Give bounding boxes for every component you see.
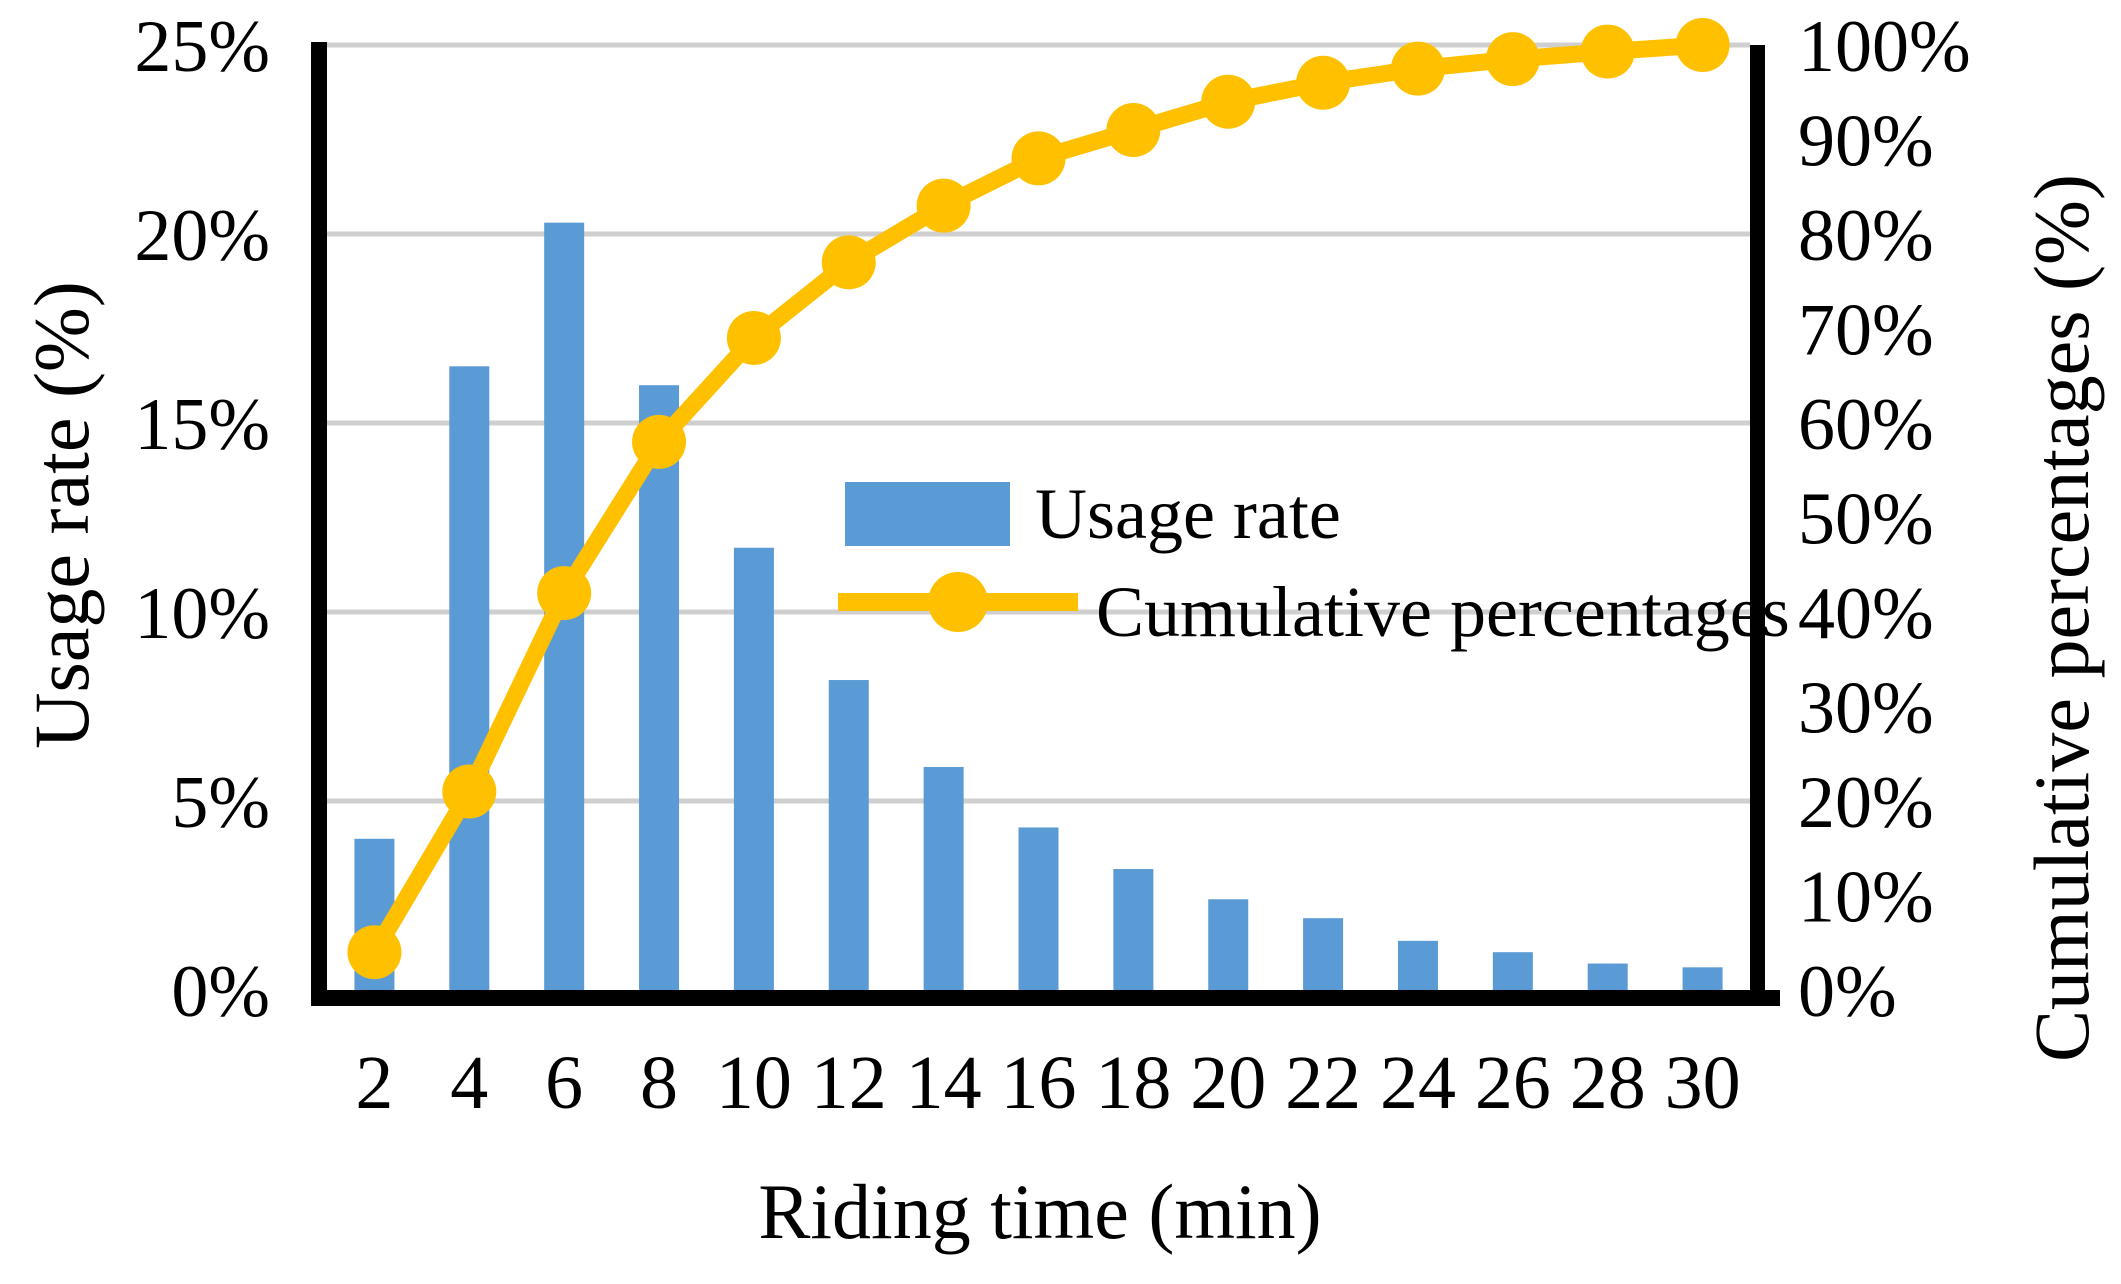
y-right-tick-0%: 0% [1798, 951, 1897, 1033]
y-left-tick-0%: 0% [171, 951, 270, 1033]
y-axis-left-spine [311, 42, 327, 1006]
bar-22min [1303, 918, 1344, 990]
y-right-tick-10%: 10% [1798, 857, 1934, 939]
y-left-tick-25%: 25% [134, 6, 270, 88]
x-tick-12: 12 [811, 1041, 887, 1125]
y-right-tick-70%: 70% [1798, 290, 1934, 372]
x-tick-22: 22 [1285, 1041, 1361, 1125]
bar-18min [1113, 869, 1154, 990]
bar-30min [1682, 967, 1723, 990]
x-axis-spine [311, 990, 1780, 1006]
bar-12min [828, 680, 869, 990]
y-axis-title-right: Cumulative percentages (%) [2018, 174, 2105, 1062]
cumulative-marker-16min [1011, 131, 1066, 186]
bar-10min [733, 547, 774, 990]
legend-line-marker-icon [928, 572, 988, 632]
x-tick-20: 20 [1190, 1041, 1266, 1125]
x-tick-6: 6 [545, 1041, 583, 1125]
y-left-tick-10%: 10% [134, 573, 270, 655]
y-right-tick-60%: 60% [1798, 384, 1934, 466]
bar-20min [1208, 899, 1249, 990]
legend-label-cumulative-percentages: Cumulative percentages [1096, 572, 1790, 652]
x-tick-26: 26 [1475, 1041, 1551, 1125]
bar-14min [923, 766, 964, 990]
y-right-tick-20%: 20% [1798, 762, 1934, 844]
y-right-tick-100%: 100% [1798, 6, 1971, 88]
cumulative-marker-8min [632, 414, 687, 469]
y-right-tick-30%: 30% [1798, 668, 1934, 750]
bar-4min [449, 366, 490, 990]
y-left-tick-20%: 20% [134, 195, 270, 277]
y-axis-title-left: Usage rate (%) [18, 281, 105, 749]
bar-16min [1018, 827, 1059, 990]
cumulative-marker-30min [1675, 18, 1730, 72]
x-tick-28: 28 [1570, 1041, 1646, 1125]
cumulative-marker-28min [1580, 24, 1635, 79]
y-right-tick-50%: 50% [1798, 479, 1934, 561]
cumulative-marker-18min [1106, 103, 1161, 158]
cumulative-marker-22min [1296, 55, 1351, 110]
cumulative-marker-4min [442, 764, 497, 819]
cumulative-marker-12min [821, 235, 876, 290]
y-left-tick-15%: 15% [134, 384, 270, 466]
x-tick-2: 2 [355, 1041, 393, 1125]
cumulative-marker-24min [1390, 41, 1445, 96]
bar-28min [1587, 963, 1628, 990]
x-tick-16: 16 [1001, 1041, 1077, 1125]
y-right-tick-90%: 90% [1798, 101, 1934, 183]
x-tick-8: 8 [640, 1041, 678, 1125]
cumulative-marker-6min [537, 566, 592, 621]
bar-26min [1492, 952, 1533, 990]
y-right-tick-40%: 40% [1798, 573, 1934, 655]
y-right-tick-80%: 80% [1798, 195, 1934, 277]
bar-24min [1397, 940, 1438, 990]
y-left-tick-5%: 5% [171, 762, 270, 844]
bar-8min [639, 385, 680, 990]
x-tick-18: 18 [1095, 1041, 1171, 1125]
legend-label-usage-rate: Usage rate [1035, 474, 1341, 554]
x-tick-14: 14 [906, 1041, 982, 1125]
x-axis-title: Riding time (min) [758, 1168, 1322, 1255]
x-tick-30: 30 [1665, 1041, 1741, 1125]
y-axis-right-spine [1750, 45, 1765, 1006]
cumulative-marker-14min [916, 178, 971, 233]
x-tick-24: 24 [1380, 1041, 1456, 1125]
cumulative-marker-2min [347, 925, 402, 980]
legend-bar-swatch [845, 482, 1010, 546]
cumulative-marker-26min [1485, 32, 1540, 87]
x-tick-4: 4 [450, 1041, 488, 1125]
x-tick-10: 10 [716, 1041, 792, 1125]
cumulative-marker-10min [726, 310, 781, 365]
cumulative-marker-20min [1201, 74, 1256, 129]
